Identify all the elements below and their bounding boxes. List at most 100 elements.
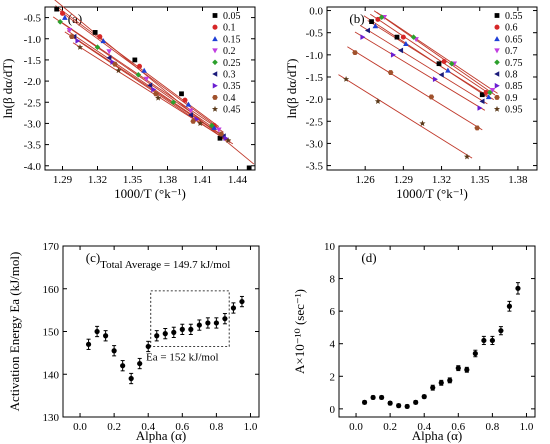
data-point (404, 403, 410, 410)
y-tick-label: -3.5 (24, 140, 42, 152)
data-point (143, 76, 150, 82)
data-point (97, 34, 103, 40)
data-point (112, 61, 118, 67)
legend-label: 0.45 (223, 105, 241, 116)
fit-line (338, 74, 473, 159)
y-tick-label: 160 (43, 284, 60, 296)
data-point (438, 380, 444, 386)
data-point (147, 82, 153, 89)
fit-line (373, 10, 496, 96)
x-tick-label: 0.2 (107, 421, 121, 433)
y-tick-label: 2 (330, 371, 336, 383)
fit-line (359, 25, 488, 105)
x-tick-label: 1.29 (394, 174, 414, 186)
data-point (396, 403, 402, 409)
plot-frame (44, 6, 256, 171)
y-tick-label: -1.0 (306, 50, 324, 62)
data-point (222, 316, 228, 322)
fit-line (57, 9, 220, 129)
legend-label: 0.2 (223, 46, 236, 57)
y-tick-label: 140 (43, 369, 60, 381)
fit-line (376, 11, 498, 94)
legend-label: 0.15 (223, 34, 241, 45)
x-tick-label: 1.35 (470, 174, 490, 186)
y-tick-label: -0.5 (306, 28, 324, 40)
annotation-total-average: Total Average = 149.7 kJ/mol (100, 259, 230, 271)
legend-marker (494, 71, 500, 77)
data-point (364, 27, 370, 34)
legend-label: 0.65 (505, 34, 523, 45)
legend-label: 0.75 (505, 58, 523, 69)
data-point (205, 320, 211, 326)
legend-label: 0.6 (505, 23, 518, 34)
data-point (115, 67, 122, 74)
legend-marker (494, 13, 500, 18)
data-point (225, 137, 232, 143)
legend-label: 0.55 (505, 11, 523, 22)
data-point (498, 328, 504, 334)
data-point (75, 38, 81, 44)
y-tick-label: -4.0 (24, 161, 42, 173)
x-tick-label: 0.4 (141, 421, 155, 433)
data-point (464, 367, 470, 373)
legend-marker (212, 59, 218, 66)
data-point (197, 120, 204, 127)
legend-marker (494, 24, 500, 30)
data-point (387, 70, 394, 75)
x-axis-title: Alpha (α) (136, 428, 187, 443)
y-tick-label: -3.5 (306, 161, 324, 173)
legend-marker (494, 59, 500, 66)
data-point (132, 57, 138, 63)
x-tick-label: 0.6 (451, 421, 465, 433)
data-point (170, 99, 177, 106)
y-tick-label: -1.0 (24, 34, 42, 46)
data-point (489, 88, 496, 94)
panel-d: 0.0 0.2 0.4 0.6 0.8 1.0 0 2 4 6 8 10 Alpha (α) A×10⁻¹… (292, 241, 536, 443)
fit-line (347, 46, 483, 131)
data-point (474, 125, 480, 131)
x-tick-label: 1.26 (356, 174, 376, 186)
y-tick-label: 0 (330, 404, 336, 416)
legend-marker (212, 82, 218, 89)
legend-marker (494, 82, 500, 89)
data-point (445, 67, 451, 73)
data-point (153, 91, 159, 97)
x-tick-label: 1.0 (520, 421, 534, 433)
data-point (145, 343, 151, 350)
legend-marker (211, 105, 219, 112)
legend-label: 0.8 (505, 70, 518, 81)
annotation-ea: Ea = 152 kJ/mol (146, 352, 219, 364)
data-point (218, 131, 224, 137)
data-point (246, 165, 252, 171)
panel-b: 1.26 1.29 1.32 1.35 1.38 0.0 -0.5 -1.0 -1.5 -2.0 -… (284, 6, 538, 201)
legend-label: 0.35 (223, 81, 241, 92)
panel-label: (c) (86, 250, 100, 265)
x-tick-label: 0.0 (73, 421, 87, 433)
data-point (515, 285, 521, 291)
data-point (400, 34, 406, 40)
data-point (106, 49, 112, 55)
x-tick-label: 1.32 (88, 174, 107, 186)
data-point (213, 320, 219, 326)
data-point (361, 399, 368, 405)
data-point (85, 341, 92, 347)
data-point (390, 52, 396, 58)
data-point (162, 331, 168, 337)
panel-c: 0.0 0.2 0.4 0.6 0.8 1.0 130 140 150 160 170 Alpha (… (7, 241, 260, 443)
data-point (483, 89, 489, 96)
x-tick-label: 1.38 (158, 174, 178, 186)
data-point (94, 44, 101, 51)
data-point (59, 10, 66, 16)
panel-label: (b) (349, 11, 364, 26)
legend-label: 0.05 (223, 11, 241, 22)
data-point (171, 329, 177, 335)
y-tick-label: 170 (43, 241, 60, 253)
fit-line (66, 30, 229, 140)
data-point (489, 337, 495, 344)
x-tick-label: 1.0 (244, 421, 258, 433)
data-point (430, 385, 436, 391)
data-point (343, 75, 350, 82)
x-axis-title: 1000/T (°k⁻¹) (396, 186, 468, 201)
y-tick-label: 8 (330, 274, 336, 286)
data-point (481, 337, 487, 344)
